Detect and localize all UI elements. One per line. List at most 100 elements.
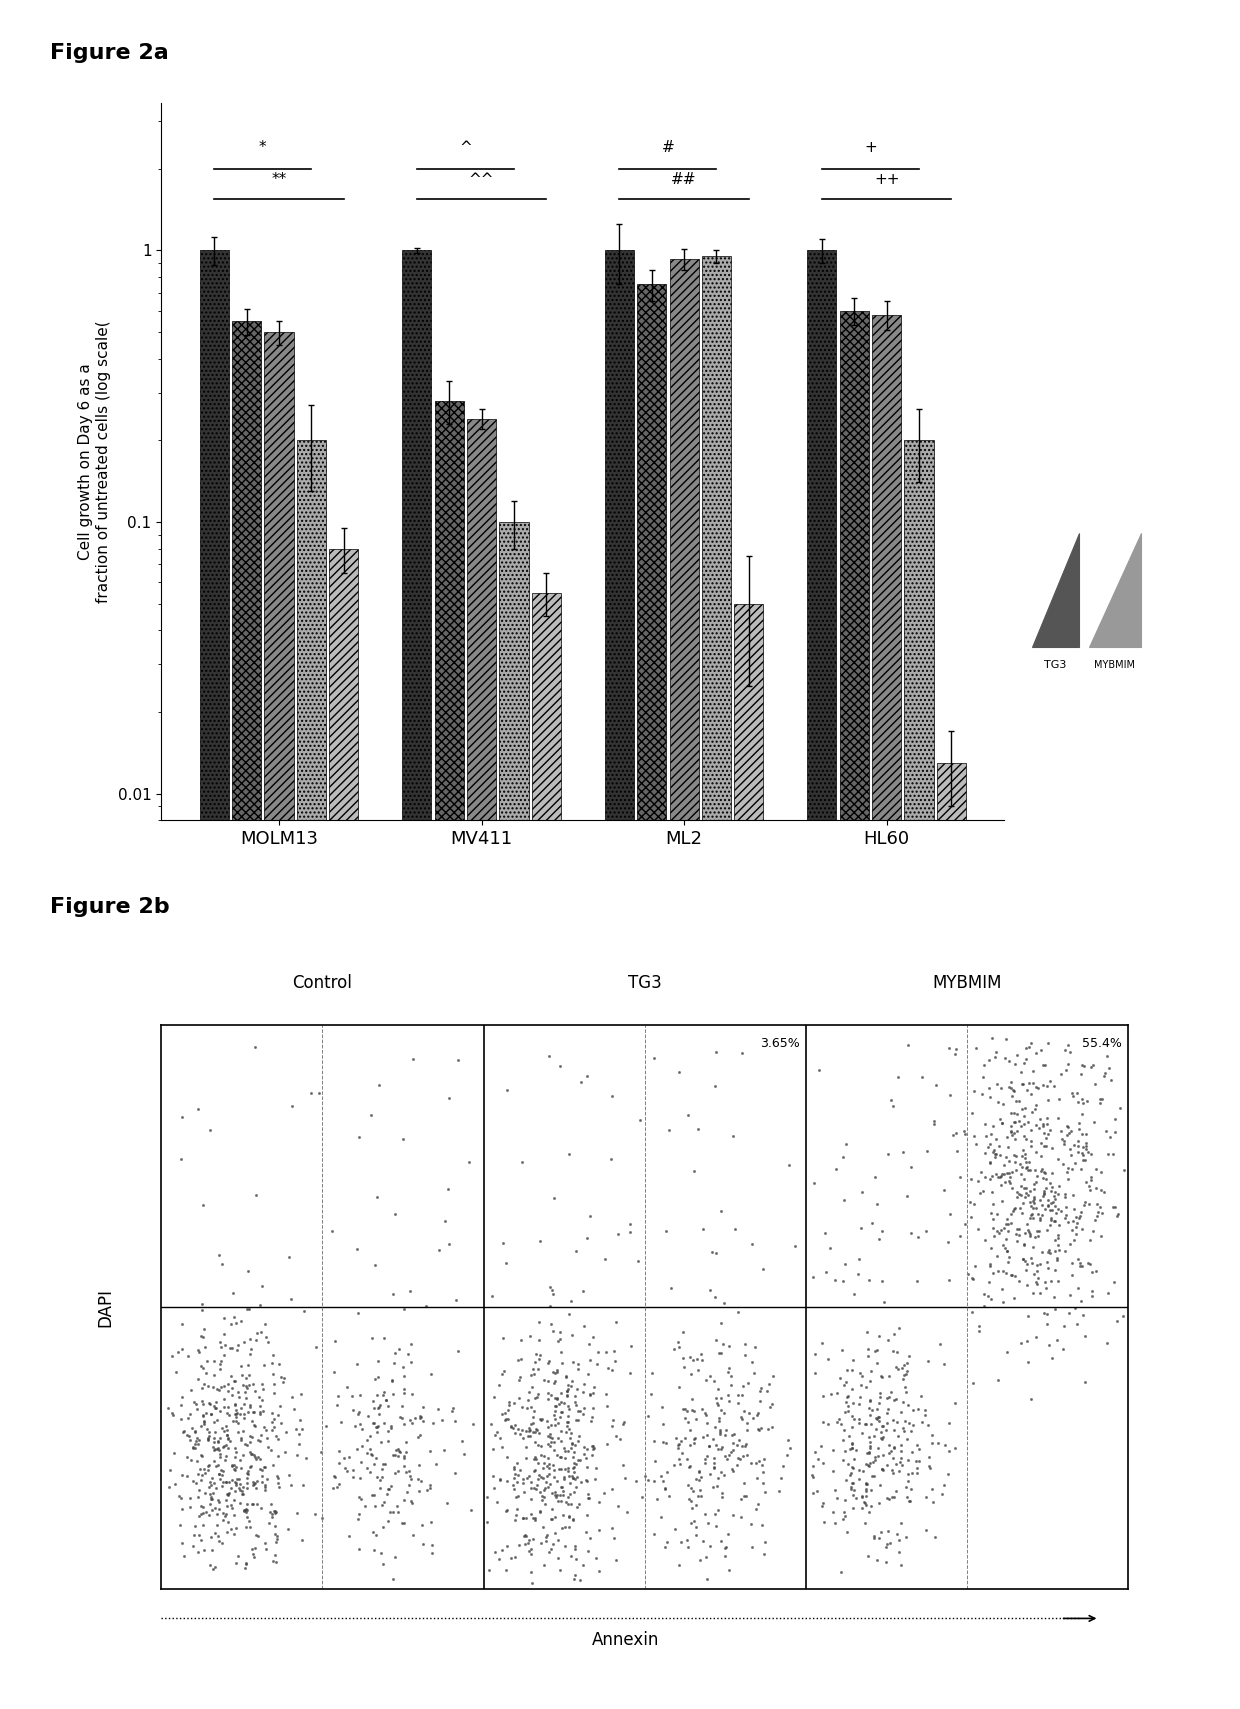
Point [996, 1025, 1016, 1053]
Point [212, 1461, 232, 1489]
Point [547, 1483, 567, 1511]
Point [1006, 1195, 1025, 1222]
Point [252, 1386, 272, 1413]
Point [243, 1540, 263, 1567]
Point [827, 1408, 847, 1436]
Point [249, 1446, 269, 1473]
Point [187, 1424, 207, 1451]
Point [733, 1442, 753, 1470]
Point [693, 1528, 713, 1555]
Point [960, 1188, 980, 1215]
Point [226, 1401, 246, 1429]
Point [987, 1164, 1007, 1191]
Point [1017, 1271, 1037, 1299]
Point [241, 1335, 260, 1362]
Point [668, 1446, 688, 1473]
Point [365, 1536, 384, 1564]
Point [537, 1453, 557, 1480]
Point [232, 1477, 252, 1504]
Point [226, 1548, 246, 1576]
Point [560, 1490, 580, 1518]
Point [833, 1266, 853, 1294]
Point [229, 1466, 249, 1494]
Point [608, 1220, 627, 1248]
Point [181, 1446, 201, 1473]
Point [856, 1483, 875, 1511]
Point [505, 1459, 525, 1487]
Point [521, 1501, 541, 1528]
Point [734, 1398, 754, 1425]
Point [195, 1536, 215, 1564]
Point [1074, 1133, 1094, 1160]
Point [222, 1453, 242, 1480]
Point [546, 1393, 565, 1420]
Point [1092, 1085, 1112, 1113]
Point [525, 1348, 544, 1376]
Point [1039, 1331, 1059, 1359]
Point [982, 1179, 1002, 1207]
Point [836, 1130, 856, 1157]
Point [543, 1318, 563, 1345]
Point [203, 1347, 223, 1374]
Point [580, 1347, 600, 1374]
Point [852, 1483, 872, 1511]
Point [1014, 1220, 1034, 1248]
Point [257, 1465, 277, 1492]
Point [577, 1063, 596, 1090]
Point [244, 1470, 264, 1497]
Point [397, 1429, 417, 1456]
Point [538, 1473, 558, 1501]
Point [529, 1418, 549, 1446]
Point [1002, 1201, 1022, 1229]
Point [312, 1504, 332, 1531]
Point [246, 1535, 265, 1562]
Point [996, 1260, 1016, 1287]
Point [697, 1401, 717, 1429]
Bar [329, 549, 358, 1709]
Point [234, 1391, 254, 1418]
Point [272, 1362, 291, 1389]
Text: 55.4%: 55.4% [1083, 1037, 1122, 1049]
Point [547, 1441, 567, 1468]
Point [1017, 1034, 1037, 1061]
Point [869, 1407, 889, 1434]
Point [983, 1205, 1003, 1232]
Point [715, 1535, 735, 1562]
Point [517, 1523, 537, 1550]
Point [729, 1427, 749, 1454]
Point [915, 1516, 935, 1543]
Point [955, 1118, 975, 1145]
Text: Figure 2b: Figure 2b [50, 897, 169, 918]
Point [835, 1371, 854, 1398]
Point [897, 1360, 916, 1388]
Point [688, 1459, 708, 1487]
Point [222, 1381, 242, 1408]
Point [990, 1142, 1009, 1169]
Point [1086, 1191, 1106, 1219]
Point [269, 1473, 289, 1501]
Point [583, 1436, 603, 1463]
Point [428, 1395, 448, 1422]
Point [972, 1159, 992, 1186]
Point [1007, 1183, 1027, 1210]
Point [1100, 1123, 1120, 1150]
Point [216, 1442, 236, 1470]
Point [673, 1396, 693, 1424]
Point [1017, 1256, 1037, 1283]
Point [733, 1432, 753, 1459]
Point [1007, 1227, 1027, 1254]
Point [232, 1395, 252, 1422]
Point [630, 1106, 650, 1133]
Point [1048, 1230, 1068, 1258]
Point [852, 1179, 872, 1207]
Point [574, 1313, 594, 1340]
Point [192, 1323, 212, 1350]
Point [186, 1448, 206, 1475]
Point [520, 1417, 539, 1444]
Point [1012, 1095, 1032, 1123]
Point [399, 1458, 419, 1485]
Point [542, 1277, 562, 1304]
Point [363, 1410, 383, 1437]
Point [884, 1434, 904, 1461]
Point [1066, 1213, 1086, 1241]
